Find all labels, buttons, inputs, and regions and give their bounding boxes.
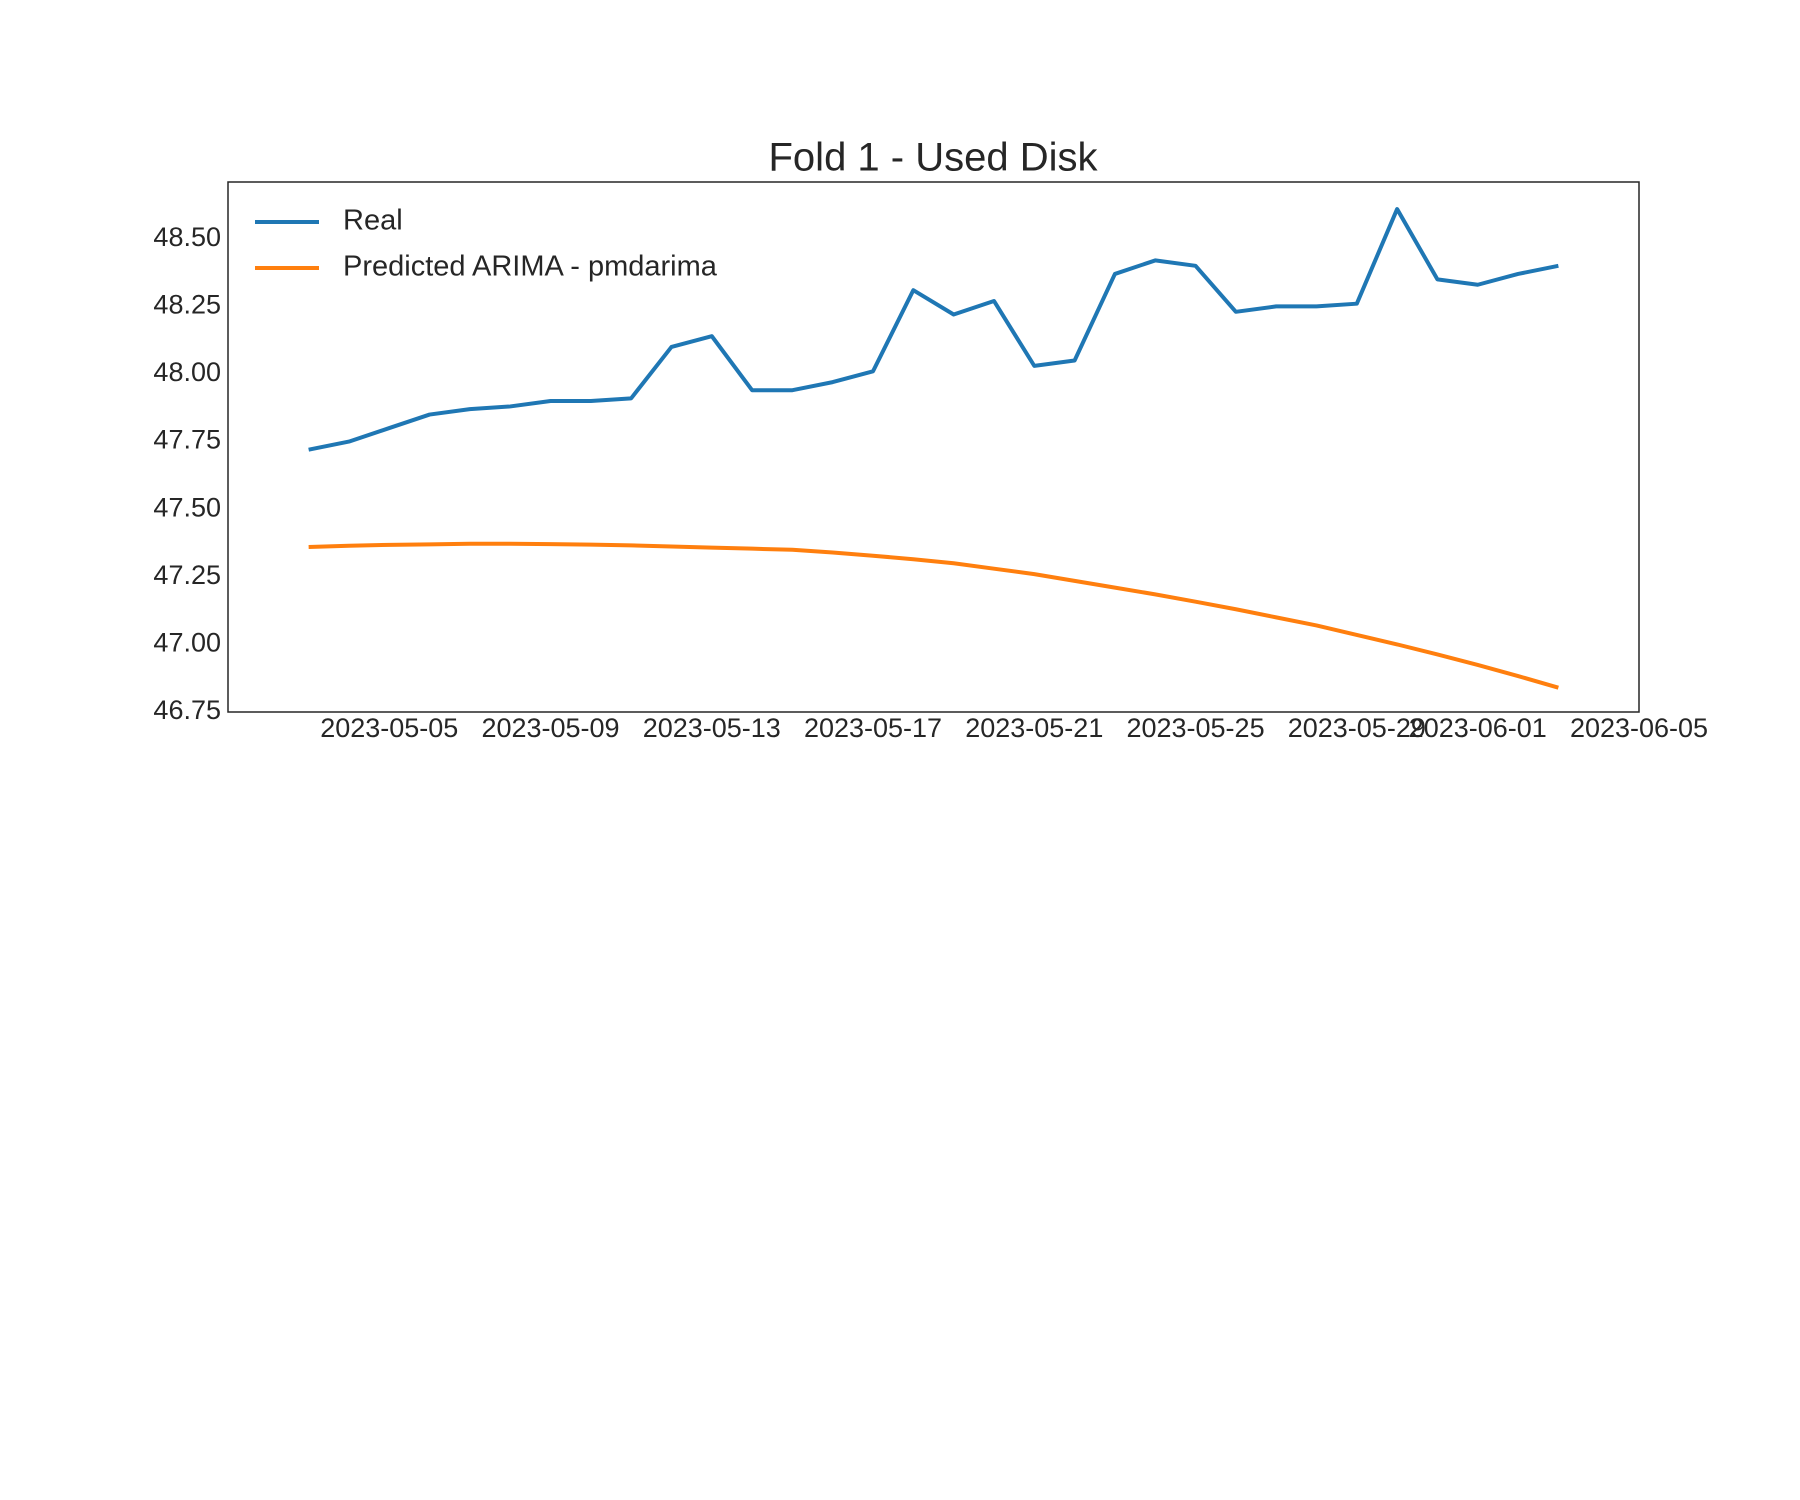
y-tick-label: 47.75 <box>153 425 221 455</box>
y-tick-label: 47.00 <box>153 628 221 658</box>
x-tick-label: 2023-05-13 <box>643 713 781 743</box>
y-tick-label: 48.50 <box>153 222 221 252</box>
plot-frame <box>227 181 1640 713</box>
x-tick-label: 2023-05-29 <box>1288 713 1426 743</box>
series-line <box>308 207 1559 452</box>
chart-title: Fold 1 - Used Disk <box>769 136 1099 180</box>
y-tick-label: 48.00 <box>153 357 221 387</box>
y-tick-label: 47.50 <box>153 492 221 522</box>
series-line <box>308 541 1559 690</box>
x-tick-label: 2023-06-01 <box>1409 713 1547 743</box>
y-tick-label: 46.75 <box>153 695 221 725</box>
x-tick-label: 2023-05-05 <box>320 713 458 743</box>
y-tick-label: 48.25 <box>153 290 221 320</box>
x-tick-label: 2023-05-25 <box>1126 713 1264 743</box>
x-tick-label: 2023-06-05 <box>1570 713 1708 743</box>
x-tick-label: 2023-05-21 <box>965 713 1103 743</box>
legend-label: Predicted ARIMA - pmdarima <box>343 251 718 283</box>
x-tick-label: 2023-05-09 <box>481 713 619 743</box>
y-tick-label: 47.25 <box>153 560 221 590</box>
legend-label: Real <box>343 205 403 237</box>
x-tick-label: 2023-05-17 <box>804 713 942 743</box>
